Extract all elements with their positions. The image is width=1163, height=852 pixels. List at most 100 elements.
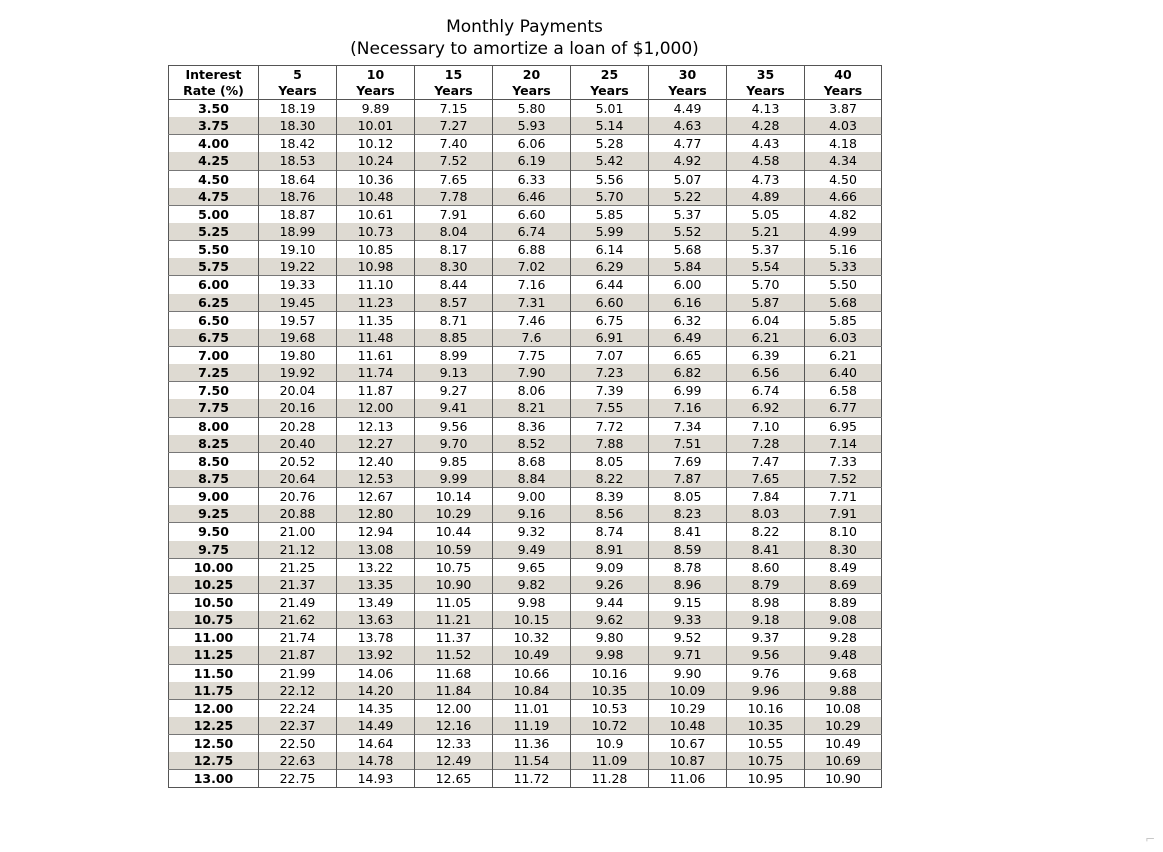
payment-cell: 12.00 xyxy=(336,399,415,418)
payment-cell: 5.37 xyxy=(726,240,805,259)
table-row: 4.25 18.53 10.24 7.52 6.19 5.42 4.92 4.58 4.34 xyxy=(168,152,882,171)
table-row: 8.50 20.52 12.40 9.85 8.68 8.05 7.69 7.47 7.33 xyxy=(168,451,882,470)
payment-cell: 12.80 xyxy=(336,505,415,523)
rate-cell: 5.75 xyxy=(168,258,259,276)
payment-cell: 8.89 xyxy=(804,592,882,612)
payment-cell: 10.24 xyxy=(336,152,415,171)
payment-cell: 6.14 xyxy=(570,240,649,259)
payment-cell: 5.93 xyxy=(492,117,571,135)
table-row: 4.00 18.42 10.12 7.40 6.06 5.28 4.77 4.43 4.18 xyxy=(168,134,882,153)
table-row: 10.75 21.62 13.63 11.21 10.15 9.62 9.33 9.18 9.0… xyxy=(168,611,882,629)
payment-cell: 9.76 xyxy=(726,663,805,682)
payment-cell: 4.73 xyxy=(726,169,805,188)
payment-cell: 11.84 xyxy=(414,681,493,700)
payment-cell: 13.35 xyxy=(336,575,415,594)
payment-cell: 8.99 xyxy=(414,345,493,365)
payment-cell: 11.54 xyxy=(492,752,571,770)
payment-cell: 11.72 xyxy=(492,769,571,788)
payment-cell: 7.71 xyxy=(804,487,882,506)
payment-cell: 5.56 xyxy=(570,169,649,188)
payment-cell: 21.12 xyxy=(258,540,337,559)
table-row: 5.50 19.10 10.85 8.17 6.88 6.14 5.68 5.37 5.16 xyxy=(168,240,882,259)
payment-cell: 10.16 xyxy=(726,698,805,717)
payment-cell: 18.42 xyxy=(258,134,337,153)
payment-cell: 8.44 xyxy=(414,275,493,294)
rate-cell: 4.50 xyxy=(168,169,259,188)
payment-cell: 6.21 xyxy=(804,345,882,365)
payment-cell: 9.65 xyxy=(492,557,571,576)
payment-cell: 5.85 xyxy=(570,204,649,223)
payment-cell: 9.48 xyxy=(804,646,882,664)
payment-cell: 12.27 xyxy=(336,434,415,453)
payment-cell: 7.23 xyxy=(570,364,649,382)
payment-cell: 14.49 xyxy=(336,716,415,735)
table-row: 7.25 19.92 11.74 9.13 7.90 7.23 6.82 6.56 6.40 xyxy=(168,364,882,382)
rate-cell: 4.75 xyxy=(168,187,259,206)
payment-cell: 9.00 xyxy=(492,487,571,506)
rate-cell: 5.25 xyxy=(168,222,259,241)
payment-cell: 8.22 xyxy=(726,522,805,541)
payment-cell: 9.09 xyxy=(570,557,649,576)
payment-cell: 8.60 xyxy=(726,557,805,576)
payment-cell: 10.48 xyxy=(336,187,415,206)
payment-cell: 10.98 xyxy=(336,258,415,276)
payment-cell: 4.18 xyxy=(804,134,882,153)
rate-cell: 9.00 xyxy=(168,487,259,506)
payment-cell: 10.08 xyxy=(804,698,882,717)
payment-cell: 9.96 xyxy=(726,681,805,700)
payment-cell: 6.74 xyxy=(726,381,805,400)
payment-cell: 7.87 xyxy=(648,469,727,488)
table-row: 10.00 21.25 13.22 10.75 9.65 9.09 8.78 8.60 8.49 xyxy=(168,557,882,576)
payment-cell: 9.16 xyxy=(492,505,571,523)
payment-cell: 11.74 xyxy=(336,364,415,382)
payment-cell: 11.05 xyxy=(414,592,493,612)
payment-cell: 12.67 xyxy=(336,487,415,506)
rate-cell: 12.75 xyxy=(168,752,259,770)
payment-cell: 10.53 xyxy=(570,698,649,717)
payment-cell: 18.64 xyxy=(258,169,337,188)
payment-cell: 22.24 xyxy=(258,698,337,717)
table-row: 9.50 21.00 12.94 10.44 9.32 8.74 8.41 8.22 8.10 xyxy=(168,522,882,541)
payment-cell: 8.74 xyxy=(570,522,649,541)
payment-cell: 19.33 xyxy=(258,275,337,294)
header-label-top: 25 xyxy=(600,66,619,82)
payment-cell: 5.22 xyxy=(648,187,727,206)
rate-cell: 12.50 xyxy=(168,734,259,753)
table-row: 9.00 20.76 12.67 10.14 9.00 8.39 8.05 7.84 7.71 xyxy=(168,487,882,506)
payment-cell: 6.88 xyxy=(492,240,571,259)
header-label-top: 15 xyxy=(444,66,463,82)
payment-cell: 7.91 xyxy=(804,505,882,523)
payment-cell: 10.67 xyxy=(648,734,727,753)
payment-cell: 19.80 xyxy=(258,345,337,365)
payment-cell: 11.21 xyxy=(414,611,493,629)
payment-cell: 5.37 xyxy=(648,204,727,223)
payment-cell: 10.09 xyxy=(648,681,727,700)
table-row: 10.25 21.37 13.35 10.90 9.82 9.26 8.96 8.79 8.69 xyxy=(168,575,882,594)
rate-cell: 6.25 xyxy=(168,293,259,312)
payment-cell: 7.39 xyxy=(570,381,649,400)
payment-cell: 7.6 xyxy=(492,328,571,347)
payment-cell: 8.79 xyxy=(726,575,805,594)
payment-cell: 12.49 xyxy=(414,752,493,770)
payment-cell: 14.20 xyxy=(336,681,415,700)
rate-cell: 7.75 xyxy=(168,399,259,418)
payment-cell: 8.52 xyxy=(492,434,571,453)
payment-cell: 13.63 xyxy=(336,611,415,629)
header-label-top: 20 xyxy=(522,66,541,82)
payment-cell: 11.23 xyxy=(336,293,415,312)
payment-cell: 6.75 xyxy=(570,310,649,329)
payment-cell: 11.09 xyxy=(570,752,649,770)
rate-cell: 7.25 xyxy=(168,364,259,382)
corner-mark: ⌐ xyxy=(1144,832,1155,846)
rate-cell: 8.25 xyxy=(168,434,259,453)
table-row: 5.75 19.22 10.98 8.30 7.02 6.29 5.84 5.54 5.33 xyxy=(168,258,882,276)
payment-cell: 9.90 xyxy=(648,663,727,682)
table-subtitle: (Necessary to amortize a loan of $1,000) xyxy=(350,39,699,59)
header-term-40-years: 40 Years xyxy=(804,65,882,100)
payment-cell: 4.50 xyxy=(804,169,882,188)
payment-cell: 14.35 xyxy=(336,698,415,717)
payment-cell: 18.76 xyxy=(258,187,337,206)
payment-cell: 14.06 xyxy=(336,663,415,682)
payment-cell: 8.04 xyxy=(414,222,493,241)
payment-cell: 11.19 xyxy=(492,716,571,735)
